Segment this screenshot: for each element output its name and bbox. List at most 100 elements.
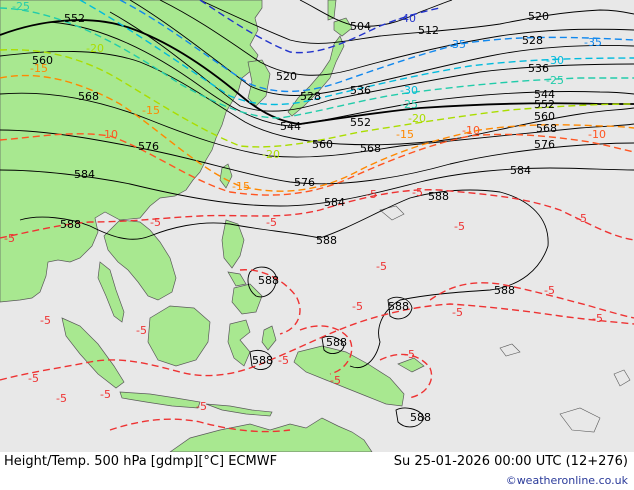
- lesser-sunda: [205, 403, 273, 417]
- label-588-mol: 588: [326, 336, 347, 349]
- australia: [169, 417, 373, 452]
- tlabel-5-h: -5: [376, 260, 387, 273]
- label-552-e: 552: [534, 98, 555, 111]
- label-560-c: 560: [312, 138, 333, 151]
- label-544-c: 544: [280, 120, 301, 133]
- tlabel-10-w: -10: [100, 128, 118, 141]
- contour-512: [199, 0, 634, 44]
- tlabel-5-j: -5: [592, 312, 603, 325]
- label-588-sol: 588: [410, 411, 431, 424]
- height-contours: [0, 0, 634, 428]
- label-536-c: 536: [350, 84, 371, 97]
- label-552-c: 552: [350, 116, 371, 129]
- tlabel-15-nw: -15: [30, 62, 48, 75]
- label-576-c: 576: [294, 176, 315, 189]
- temperature-isotherms: [0, 0, 634, 433]
- mindanao: [231, 283, 263, 315]
- label-576-w: 576: [138, 140, 159, 153]
- label-588-c: 588: [316, 234, 337, 247]
- map-title: Height/Temp. 500 hPa [gdmp][°C] ECMWF: [4, 454, 278, 469]
- moluccas: [261, 325, 277, 351]
- map-footer: Height/Temp. 500 hPa [gdmp][°C] ECMWF Su…: [0, 452, 634, 490]
- contour-552-west: [0, 19, 301, 125]
- tlabel-15-s: -15: [232, 180, 250, 193]
- isotherm-25: [0, 7, 634, 119]
- tlabel-35-e: -35: [584, 36, 602, 49]
- tlabel-5-r: -5: [100, 388, 111, 401]
- luzon: [221, 219, 245, 269]
- contour-568: [0, 92, 634, 158]
- label-588-w: 588: [60, 218, 81, 231]
- tlabel-30-c: -30: [400, 84, 418, 97]
- taiwan: [219, 163, 233, 189]
- contour-584: [0, 167, 634, 207]
- tlabel-10-c: -10: [462, 124, 480, 137]
- tlabel-5-o: -5: [452, 306, 463, 319]
- visayas: [227, 271, 247, 287]
- temperature-labels: -25 -20 -15 -15 -10 -40 -35 -35 -30 -30 …: [4, 0, 606, 413]
- tlabel-30-e: -30: [546, 54, 564, 67]
- contour-588-d: [249, 350, 273, 370]
- tlabel-5-f: -5: [454, 220, 465, 233]
- tlabel-5-i: -5: [544, 284, 555, 297]
- isotherm-15: [0, 74, 634, 192]
- isotherm-5-local-b: [109, 418, 291, 433]
- tlabel-5-q: -5: [56, 392, 67, 405]
- borneo: [147, 305, 211, 367]
- tlabel-5-l: -5: [136, 324, 147, 337]
- tlabel-5-g: -5: [576, 212, 587, 225]
- contour-560: [0, 51, 634, 146]
- label-588-pal: 588: [388, 300, 409, 313]
- label-512: 512: [418, 24, 439, 37]
- contour-588-c: [387, 296, 413, 320]
- tlabel-40: -40: [398, 12, 416, 25]
- tlabel-5-e: -5: [412, 186, 423, 199]
- credit-link[interactable]: ©weatheronline.co.uk: [505, 474, 628, 487]
- contour-576: [0, 129, 634, 185]
- contour-552: [299, 102, 634, 125]
- tlabel-5-m: -5: [278, 354, 289, 367]
- tlabel-35-c: -35: [448, 38, 466, 51]
- label-560-e: 560: [534, 110, 555, 123]
- tlabel-20-c: -20: [262, 148, 280, 161]
- contour-520: [159, 0, 634, 76]
- contour-544: [49, 21, 634, 127]
- label-504: 504: [350, 20, 371, 33]
- isotherm-5-local-c: [299, 325, 353, 375]
- label-568-c: 568: [360, 142, 381, 155]
- tlabel-5-k: -5: [40, 314, 51, 327]
- isotherm-10: [0, 133, 634, 196]
- isotherm-5-local-d: [379, 353, 433, 399]
- label-588-sul: 588: [252, 354, 273, 367]
- contour-536: [109, 11, 634, 112]
- contour-504: [299, 0, 453, 27]
- label-588-ph: 588: [258, 274, 279, 287]
- contour-588-e: [321, 335, 345, 354]
- label-528-e: 528: [522, 34, 543, 47]
- tlabel-25-nw: -25: [12, 0, 30, 13]
- tlabel-5-p: -5: [28, 372, 39, 385]
- isotherm-5-east: [429, 282, 634, 319]
- contour-528: [129, 0, 634, 96]
- contour-588-b: [247, 266, 277, 298]
- label-584-w: 584: [74, 168, 95, 181]
- tlabel-25-c: -25: [400, 98, 418, 111]
- isotherm-5-south: [0, 303, 634, 381]
- new-britain: [397, 357, 425, 373]
- isotherm-5-north: [0, 189, 634, 241]
- tlabel-20-m: -20: [408, 112, 426, 125]
- isotherm-40: [199, 0, 441, 54]
- label-568-e: 568: [536, 122, 557, 135]
- tlabel-15-c: -15: [396, 128, 414, 141]
- tlabel-20-nw: -20: [86, 42, 104, 55]
- label-588-ne: 588: [428, 190, 449, 203]
- malay-peninsula: [97, 261, 125, 323]
- label-588-e: 588: [494, 284, 515, 297]
- label-520-c: 520: [276, 70, 297, 83]
- tlabel-25-e: -25: [546, 74, 564, 87]
- tlabel-15-w: -15: [142, 104, 160, 117]
- label-552-nw: 552: [64, 12, 85, 25]
- isotherm-35: [119, 0, 634, 93]
- label-584-e: 584: [510, 164, 531, 177]
